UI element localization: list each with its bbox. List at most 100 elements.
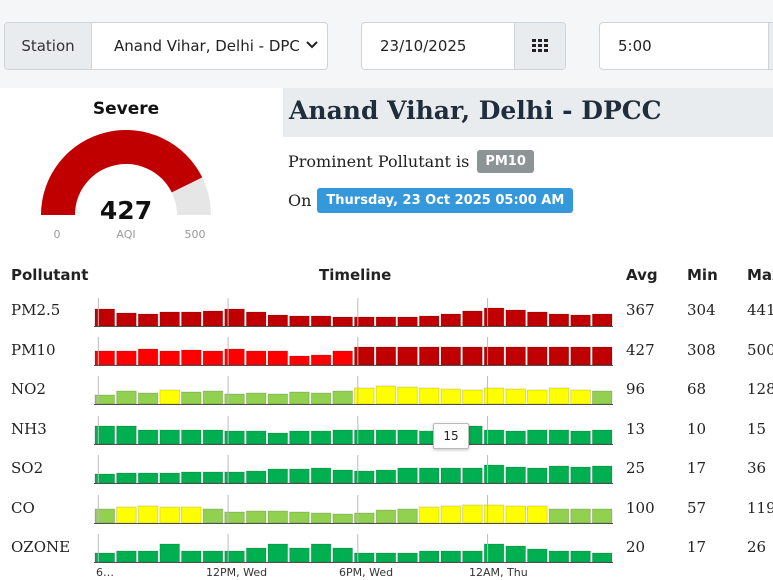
timeline-bar <box>116 390 137 405</box>
calendar-button[interactable] <box>514 23 565 69</box>
timeline-bar <box>137 313 159 327</box>
timeline-bar <box>245 470 267 484</box>
time-input[interactable]: 5:00 <box>600 23 769 69</box>
timeline-bar <box>181 311 202 327</box>
timeline-bar <box>137 550 159 563</box>
station-label: Station <box>5 23 92 69</box>
min-value: 17 <box>687 459 707 477</box>
timeline-bar <box>224 511 245 524</box>
timeline-bar <box>354 470 375 484</box>
timeline-bar <box>418 346 440 366</box>
timeline-bar <box>440 505 462 524</box>
gauge-max-label: 500 <box>185 228 206 241</box>
timeline-bar <box>94 508 116 524</box>
timeline-bar <box>94 308 116 327</box>
timeline-bar <box>418 506 440 524</box>
pollutant-name: PM2.5 <box>11 301 61 319</box>
timeline-bar <box>570 466 591 484</box>
prominent-prefix: Prominent Pollutant is <box>288 152 470 171</box>
timeline-bar <box>591 429 613 445</box>
timeline-bar <box>94 350 116 366</box>
timeline-bar <box>527 429 548 445</box>
timeline-bar <box>375 509 397 524</box>
timeline-bar <box>159 389 180 405</box>
avg-value: 100 <box>626 499 655 517</box>
timeline-bar <box>483 346 505 366</box>
timeline-x-label: 6… <box>96 566 114 579</box>
max-value: 128 <box>747 380 773 398</box>
timeline-bar <box>570 346 591 366</box>
station-dropdown[interactable]: Anand Vihar, Delhi - DPC <box>92 23 327 69</box>
timeline-bar <box>332 429 353 445</box>
timeline-bar <box>354 429 375 445</box>
max-value: 441 <box>747 301 773 319</box>
station-selector[interactable]: Station Anand Vihar, Delhi - DPC <box>4 22 328 70</box>
timeline-bar <box>245 392 267 405</box>
timeline-bar <box>310 512 332 524</box>
timeline-bar <box>591 390 613 405</box>
timeline-bar <box>289 547 310 563</box>
timeline-bar <box>418 387 440 405</box>
timeline-bar <box>181 506 202 524</box>
timeline-bar <box>137 392 159 405</box>
timeline-bar <box>483 543 505 563</box>
aqi-label: AQI <box>116 228 135 241</box>
timeline-bar <box>505 505 526 524</box>
timeline-bar <box>527 548 548 563</box>
timeline-bar <box>397 467 418 484</box>
timeline-bar <box>570 430 591 445</box>
aqi-value: 427 <box>100 196 152 225</box>
timeline-bar <box>116 472 137 484</box>
timeline-bar <box>527 505 548 524</box>
timeline-bar <box>202 390 224 405</box>
clock-button[interactable] <box>769 23 773 69</box>
timeline-bar <box>354 387 375 405</box>
timeline-bar <box>548 429 570 445</box>
timeline-x-label: 6PM, Wed <box>339 566 394 579</box>
timeline-bar <box>483 504 505 524</box>
pollutant-name: NH3 <box>11 420 47 438</box>
timeline-bar <box>181 391 202 405</box>
max-value: 119 <box>747 499 773 517</box>
max-value: 36 <box>747 459 767 477</box>
timeline-bar <box>505 388 526 405</box>
timeline-bar <box>224 308 245 327</box>
timeline-bar <box>332 350 353 366</box>
gauge-min-label: 0 <box>54 228 61 241</box>
timeline-bar <box>397 429 418 445</box>
timeline-bar <box>332 469 353 484</box>
pollutant-name: SO2 <box>11 459 44 477</box>
min-value: 304 <box>687 301 716 319</box>
timeline-bar <box>224 430 245 445</box>
min-value: 68 <box>687 380 707 398</box>
timeline-bar <box>202 508 224 524</box>
timeline-bar <box>418 467 440 484</box>
timeline-bar <box>548 346 570 366</box>
timeline-bar <box>570 550 591 563</box>
timeline-bar <box>159 506 180 524</box>
date-picker[interactable]: 23/10/2025 <box>361 22 566 70</box>
timeline-bar <box>310 354 332 366</box>
timeline-tooltip: 15 <box>433 423 469 449</box>
timeline-x-label: 12PM, Wed <box>206 566 268 579</box>
aqi-category: Severe <box>92 99 160 119</box>
timeline-bar <box>245 350 267 366</box>
timeline-bar <box>548 550 570 563</box>
date-input[interactable]: 23/10/2025 <box>380 37 467 55</box>
max-value: 500 <box>747 341 773 359</box>
timeline-bar <box>375 429 397 445</box>
timeline-bar <box>181 349 202 366</box>
timeline-bar <box>440 467 462 484</box>
timeline-bar <box>159 543 180 563</box>
header-pollutant: Pollutant <box>11 266 89 284</box>
timeline-bar <box>137 472 159 484</box>
timeline-x-label: 12AM, Thu <box>469 566 528 579</box>
timeline-bar <box>548 313 570 327</box>
time-picker[interactable]: 5:00 <box>599 22 773 70</box>
timeline-bar <box>527 467 548 484</box>
pollutant-name: OZONE <box>11 538 71 556</box>
datetime-line: On Thursday, 23 Oct 2025 05:00 AM <box>288 188 574 213</box>
timeline-bar <box>570 508 591 524</box>
timeline-bar <box>462 389 483 405</box>
timeline-bar <box>332 513 353 524</box>
